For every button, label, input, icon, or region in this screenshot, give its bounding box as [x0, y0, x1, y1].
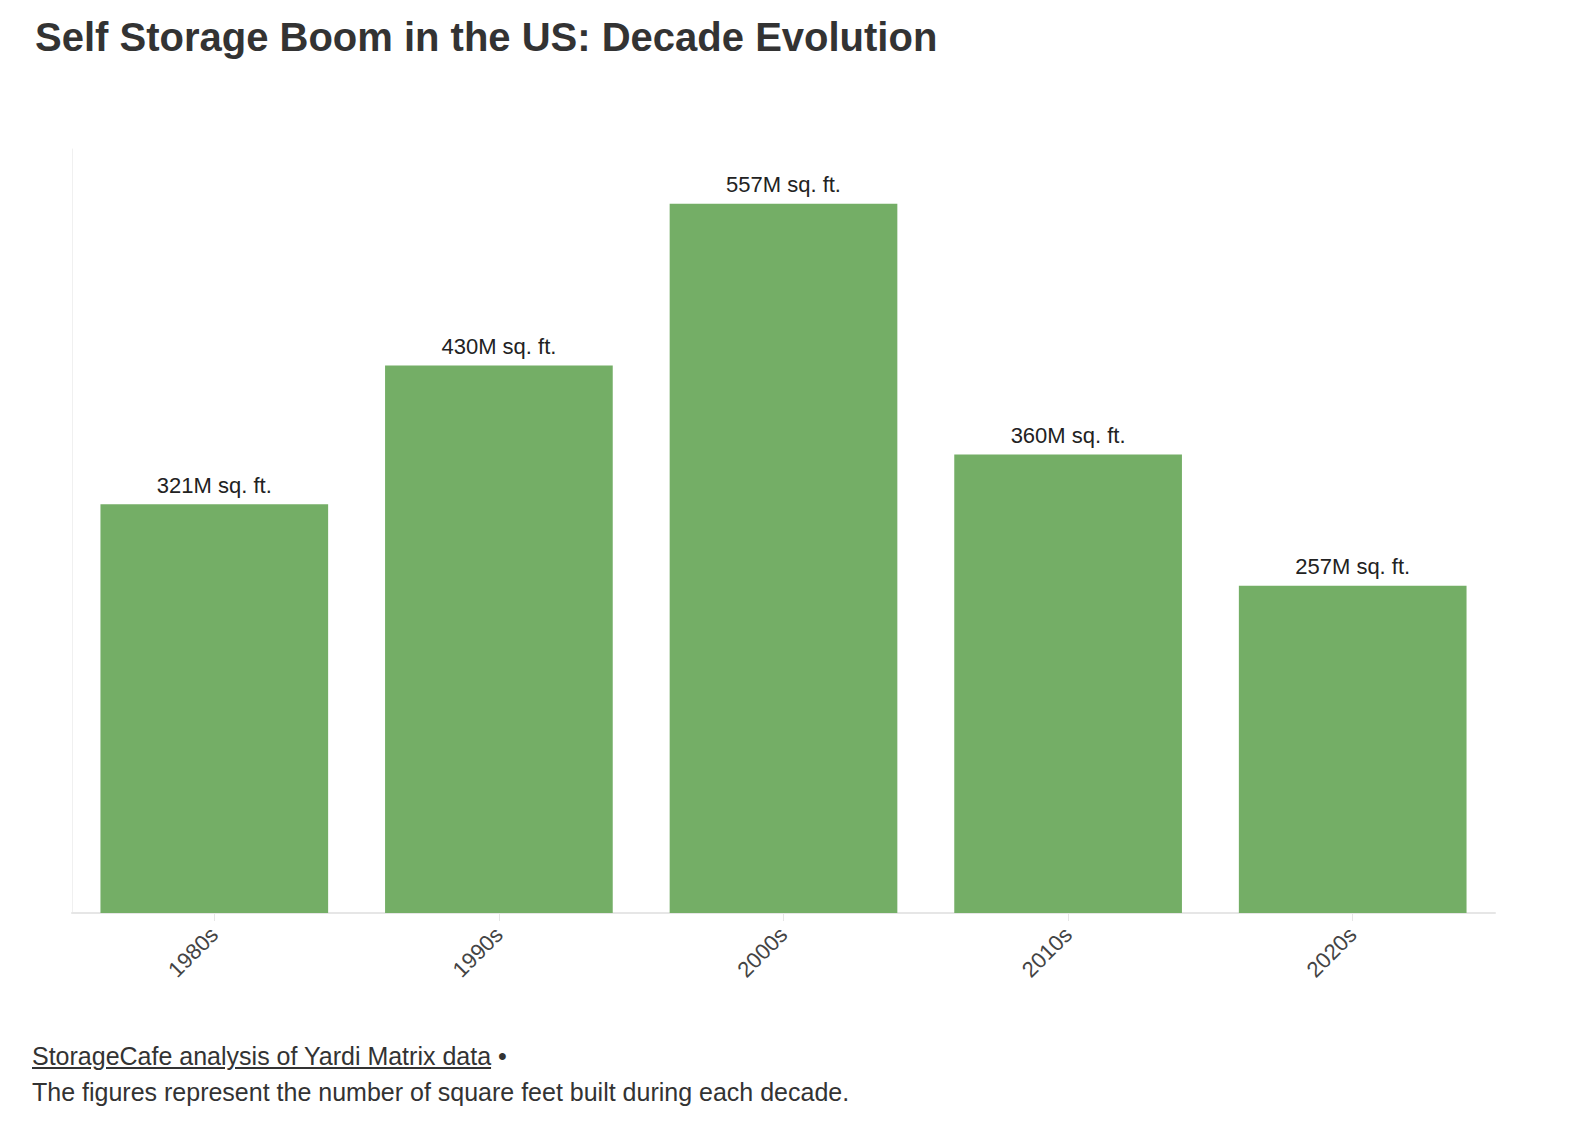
svg-text:1980s: 1980s — [163, 922, 223, 982]
svg-text:557M sq. ft.: 557M sq. ft. — [726, 172, 841, 197]
svg-text:2000s: 2000s — [732, 922, 792, 982]
svg-text:257M sq. ft.: 257M sq. ft. — [1295, 554, 1410, 579]
svg-text:321M sq. ft.: 321M sq. ft. — [157, 473, 272, 498]
svg-text:1990s: 1990s — [448, 922, 508, 982]
svg-text:2010s: 2010s — [1017, 922, 1077, 982]
svg-text:360M sq. ft.: 360M sq. ft. — [1011, 423, 1126, 448]
html-text:StorageCafe analysis of Yardi: StorageCafe analysis of Yardi Matrix dat… — [32, 1042, 507, 1070]
svg-text:430M sq. ft.: 430M sq. ft. — [441, 334, 556, 359]
svg-text:Self Storage Boom in the US: D: Self Storage Boom in the US: Decade Evol… — [35, 15, 937, 59]
svg-text:2020s: 2020s — [1302, 922, 1362, 982]
html-text:The figures represent the numb: The figures represent the number of squa… — [32, 1078, 850, 1106]
